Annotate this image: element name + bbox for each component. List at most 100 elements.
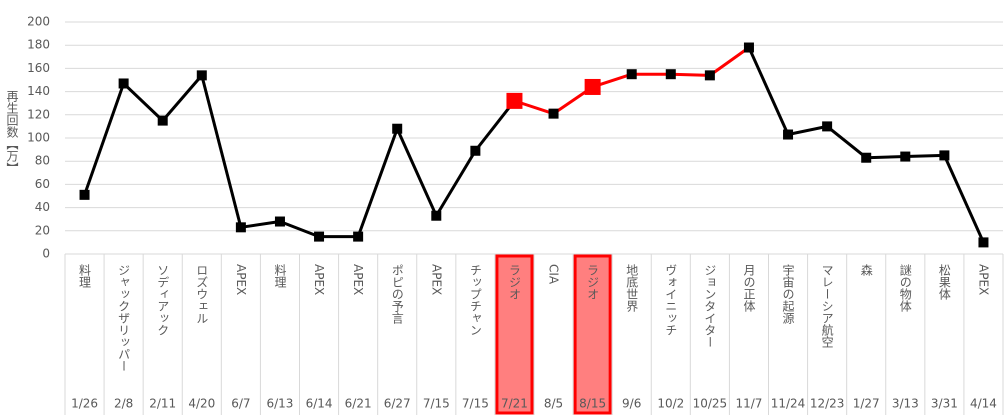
date-label: 1/26 [71, 397, 98, 411]
date-label: 4/14 [970, 397, 997, 411]
line-segment [826, 125, 868, 159]
date-label: 10/2 [657, 397, 684, 411]
line-segment [122, 82, 164, 122]
line-segment [787, 124, 828, 136]
category-label: ジャックザリッパー [117, 264, 131, 372]
y-tick-label: 100 [27, 131, 50, 145]
line-segment [83, 82, 126, 196]
date-label: 6/27 [384, 397, 411, 411]
date-label: 9/6 [622, 397, 641, 411]
line-segment [161, 74, 203, 122]
y-tick-label: 60 [35, 177, 50, 191]
date-label: 4/20 [188, 397, 215, 411]
category-label: 森 [859, 263, 873, 276]
date-label: 6/13 [266, 397, 293, 411]
line-segment [200, 74, 243, 228]
marker [157, 115, 168, 126]
date-label: 7/15 [423, 397, 450, 411]
y-tick-label: 0 [42, 247, 50, 261]
category-highlight [573, 254, 612, 415]
line-segment [670, 72, 710, 77]
date-label: 12/23 [810, 397, 845, 411]
date-label: 8/15 [579, 397, 606, 411]
date-label: 3/13 [892, 397, 919, 411]
line-segment [474, 99, 516, 152]
category-label: 料理 [273, 264, 287, 288]
marker [665, 69, 676, 80]
y-tick-label: 200 [27, 15, 50, 29]
line-segment [356, 128, 399, 238]
category-label: ポピの予言 [390, 264, 404, 325]
y-tick-label: 180 [27, 38, 50, 52]
date-label: 6/14 [306, 397, 333, 411]
marker [392, 123, 403, 134]
date-label: 10/25 [693, 397, 728, 411]
line-segment [747, 46, 790, 136]
y-tick-label: 80 [35, 154, 50, 168]
date-label: 3/31 [931, 397, 958, 411]
date-label: 8/5 [544, 397, 563, 411]
date-label: 11/24 [771, 397, 806, 411]
category-label: APEX [429, 264, 443, 295]
category-label: チップチャン [468, 264, 482, 336]
marker [900, 151, 911, 162]
marker [79, 189, 90, 200]
category-label: CIA [547, 264, 561, 285]
date-label: 6/7 [231, 397, 250, 411]
y-tick-label: 140 [27, 84, 50, 98]
category-label: 宇宙の起源 [781, 264, 795, 325]
date-label: 2/8 [114, 397, 133, 411]
y-tick-label: 40 [35, 200, 50, 214]
marker [939, 150, 950, 161]
date-label: 11/7 [735, 397, 762, 411]
marker [274, 216, 285, 227]
marker [626, 69, 637, 80]
y-tick-label: 120 [27, 107, 50, 121]
y-tick-label: 160 [27, 61, 50, 75]
line-segment [435, 149, 477, 217]
line-segment [279, 220, 320, 238]
marker [704, 70, 715, 81]
date-label: 1/27 [853, 397, 880, 411]
marker [861, 152, 872, 163]
date-label: 2/11 [149, 397, 176, 411]
marker [584, 78, 601, 95]
category-label: ラジオ [507, 264, 521, 300]
category-label: ロズウェル [195, 264, 209, 324]
category-label: ヴォイニッチ [664, 264, 678, 336]
line-segment [395, 128, 438, 217]
marker [822, 121, 833, 132]
marker [353, 231, 364, 242]
category-label: APEX [234, 264, 248, 295]
date-label: 7/15 [462, 397, 489, 411]
line-segment [943, 154, 985, 244]
marker [431, 210, 442, 221]
category-label: 松果体 [937, 264, 951, 301]
marker [548, 108, 559, 119]
marker [470, 145, 481, 156]
marker [314, 231, 325, 242]
category-label: ジョンタイター [703, 264, 717, 348]
date-label: 6/21 [345, 397, 372, 411]
category-label: マレーシア航空 [820, 264, 834, 348]
line-segment [240, 220, 281, 229]
line-segment [866, 155, 906, 160]
category-label: APEX [351, 264, 365, 295]
category-label: ソディアック [156, 264, 170, 336]
category-label: 謎の物体 [898, 264, 912, 313]
marker [978, 237, 989, 248]
date-label: 7/21 [501, 397, 528, 411]
category-label: 料理 [78, 264, 92, 288]
marker [235, 222, 246, 233]
category-highlight [495, 254, 534, 415]
y-axis-label: 再生回数【万】 [5, 90, 19, 174]
marker [743, 42, 754, 53]
category-label: ラジオ [586, 264, 600, 300]
line-segment [709, 46, 750, 77]
category-label: 月の正体 [742, 264, 756, 313]
line-segment [905, 153, 945, 159]
marker [196, 70, 207, 81]
category-label: 地底世界 [625, 264, 639, 313]
category-label: APEX [976, 264, 990, 295]
